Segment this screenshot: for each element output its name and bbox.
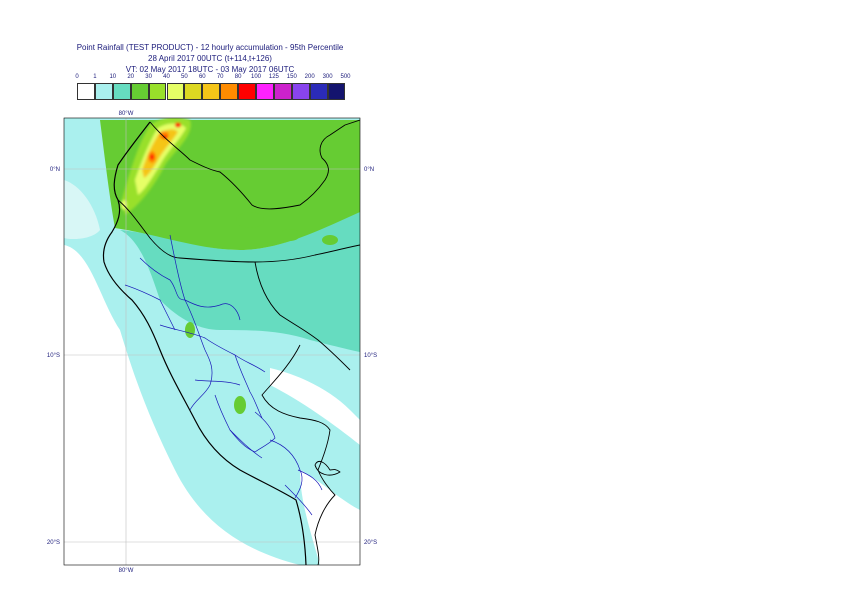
rain-blobs-amazon <box>185 212 338 414</box>
legend-color-box <box>166 83 185 100</box>
legend-color-box <box>291 83 310 100</box>
legend-color-box <box>184 83 203 100</box>
legend-threshold-label: 60 <box>198 74 206 80</box>
legend-threshold-label: 100 <box>250 74 261 80</box>
no-rain-south-inland <box>300 470 360 565</box>
rain-hotspots <box>121 118 191 215</box>
graticule <box>64 118 360 565</box>
title-line-2: 28 April 2017 00UTC (t+114,t+126) <box>148 54 272 63</box>
legend-threshold-label: 0 <box>75 74 79 80</box>
legend-threshold-label: 40 <box>163 74 170 80</box>
legend-color-box <box>327 83 346 100</box>
lon-label-top: 80°W <box>119 111 134 117</box>
legend-color-box <box>220 83 239 100</box>
coastline <box>102 121 307 565</box>
legend-threshold-label: 125 <box>268 74 279 80</box>
lat-label-right-0: 0°N <box>364 167 374 173</box>
legend-threshold-label: 1 <box>93 74 97 80</box>
legend-threshold-label: 70 <box>216 74 224 80</box>
admin-boundaries <box>124 234 323 516</box>
legend-threshold-label: 150 <box>286 74 297 80</box>
legend-color-box <box>273 83 292 100</box>
legend-threshold-label: 30 <box>145 74 152 80</box>
lat-label-right-20s: 20°S <box>364 540 377 546</box>
map-frame <box>63 117 361 566</box>
legend-color-box <box>112 83 131 100</box>
legend-color-box <box>130 83 149 100</box>
country-borders <box>117 119 360 565</box>
title-line-1: Point Rainfall (TEST PRODUCT) - 12 hourl… <box>76 43 344 52</box>
title-line-3: VT: 02 May 2017 18UTC - 03 May 2017 06UT… <box>125 65 295 74</box>
faint-rain-ocean-north <box>64 180 100 240</box>
legend-threshold-label: 10 <box>109 74 117 80</box>
legend-threshold-label: 50 <box>181 74 188 80</box>
no-rain-inland-band <box>270 368 360 445</box>
legend-color-box <box>256 83 274 100</box>
lat-label-left-20s: 20°S <box>47 540 60 546</box>
lat-label-left-0: 0°N <box>50 167 60 173</box>
legend-color-box <box>77 83 95 100</box>
legend-color-box <box>148 83 167 100</box>
legend-threshold-label: 20 <box>127 74 135 80</box>
legend-threshold-label: 500 <box>340 74 351 80</box>
lat-label-right-10s: 10°S <box>364 353 377 359</box>
moderate-rain-patch <box>170 270 225 300</box>
moderate-rain-amazon <box>120 210 360 352</box>
legend-threshold-label: 80 <box>234 74 242 80</box>
legend-color-box <box>238 83 256 100</box>
legend-threshold-label: 200 <box>304 74 315 80</box>
legend-threshold-label: 300 <box>322 74 333 80</box>
legend-color-box <box>94 83 113 100</box>
lon-label-bottom: 80°W <box>119 568 134 574</box>
legend-color-box <box>202 83 221 100</box>
legend-color-box <box>309 83 328 100</box>
no-rain-ocean <box>64 245 300 565</box>
lat-label-left-10s: 10°S <box>47 353 60 359</box>
